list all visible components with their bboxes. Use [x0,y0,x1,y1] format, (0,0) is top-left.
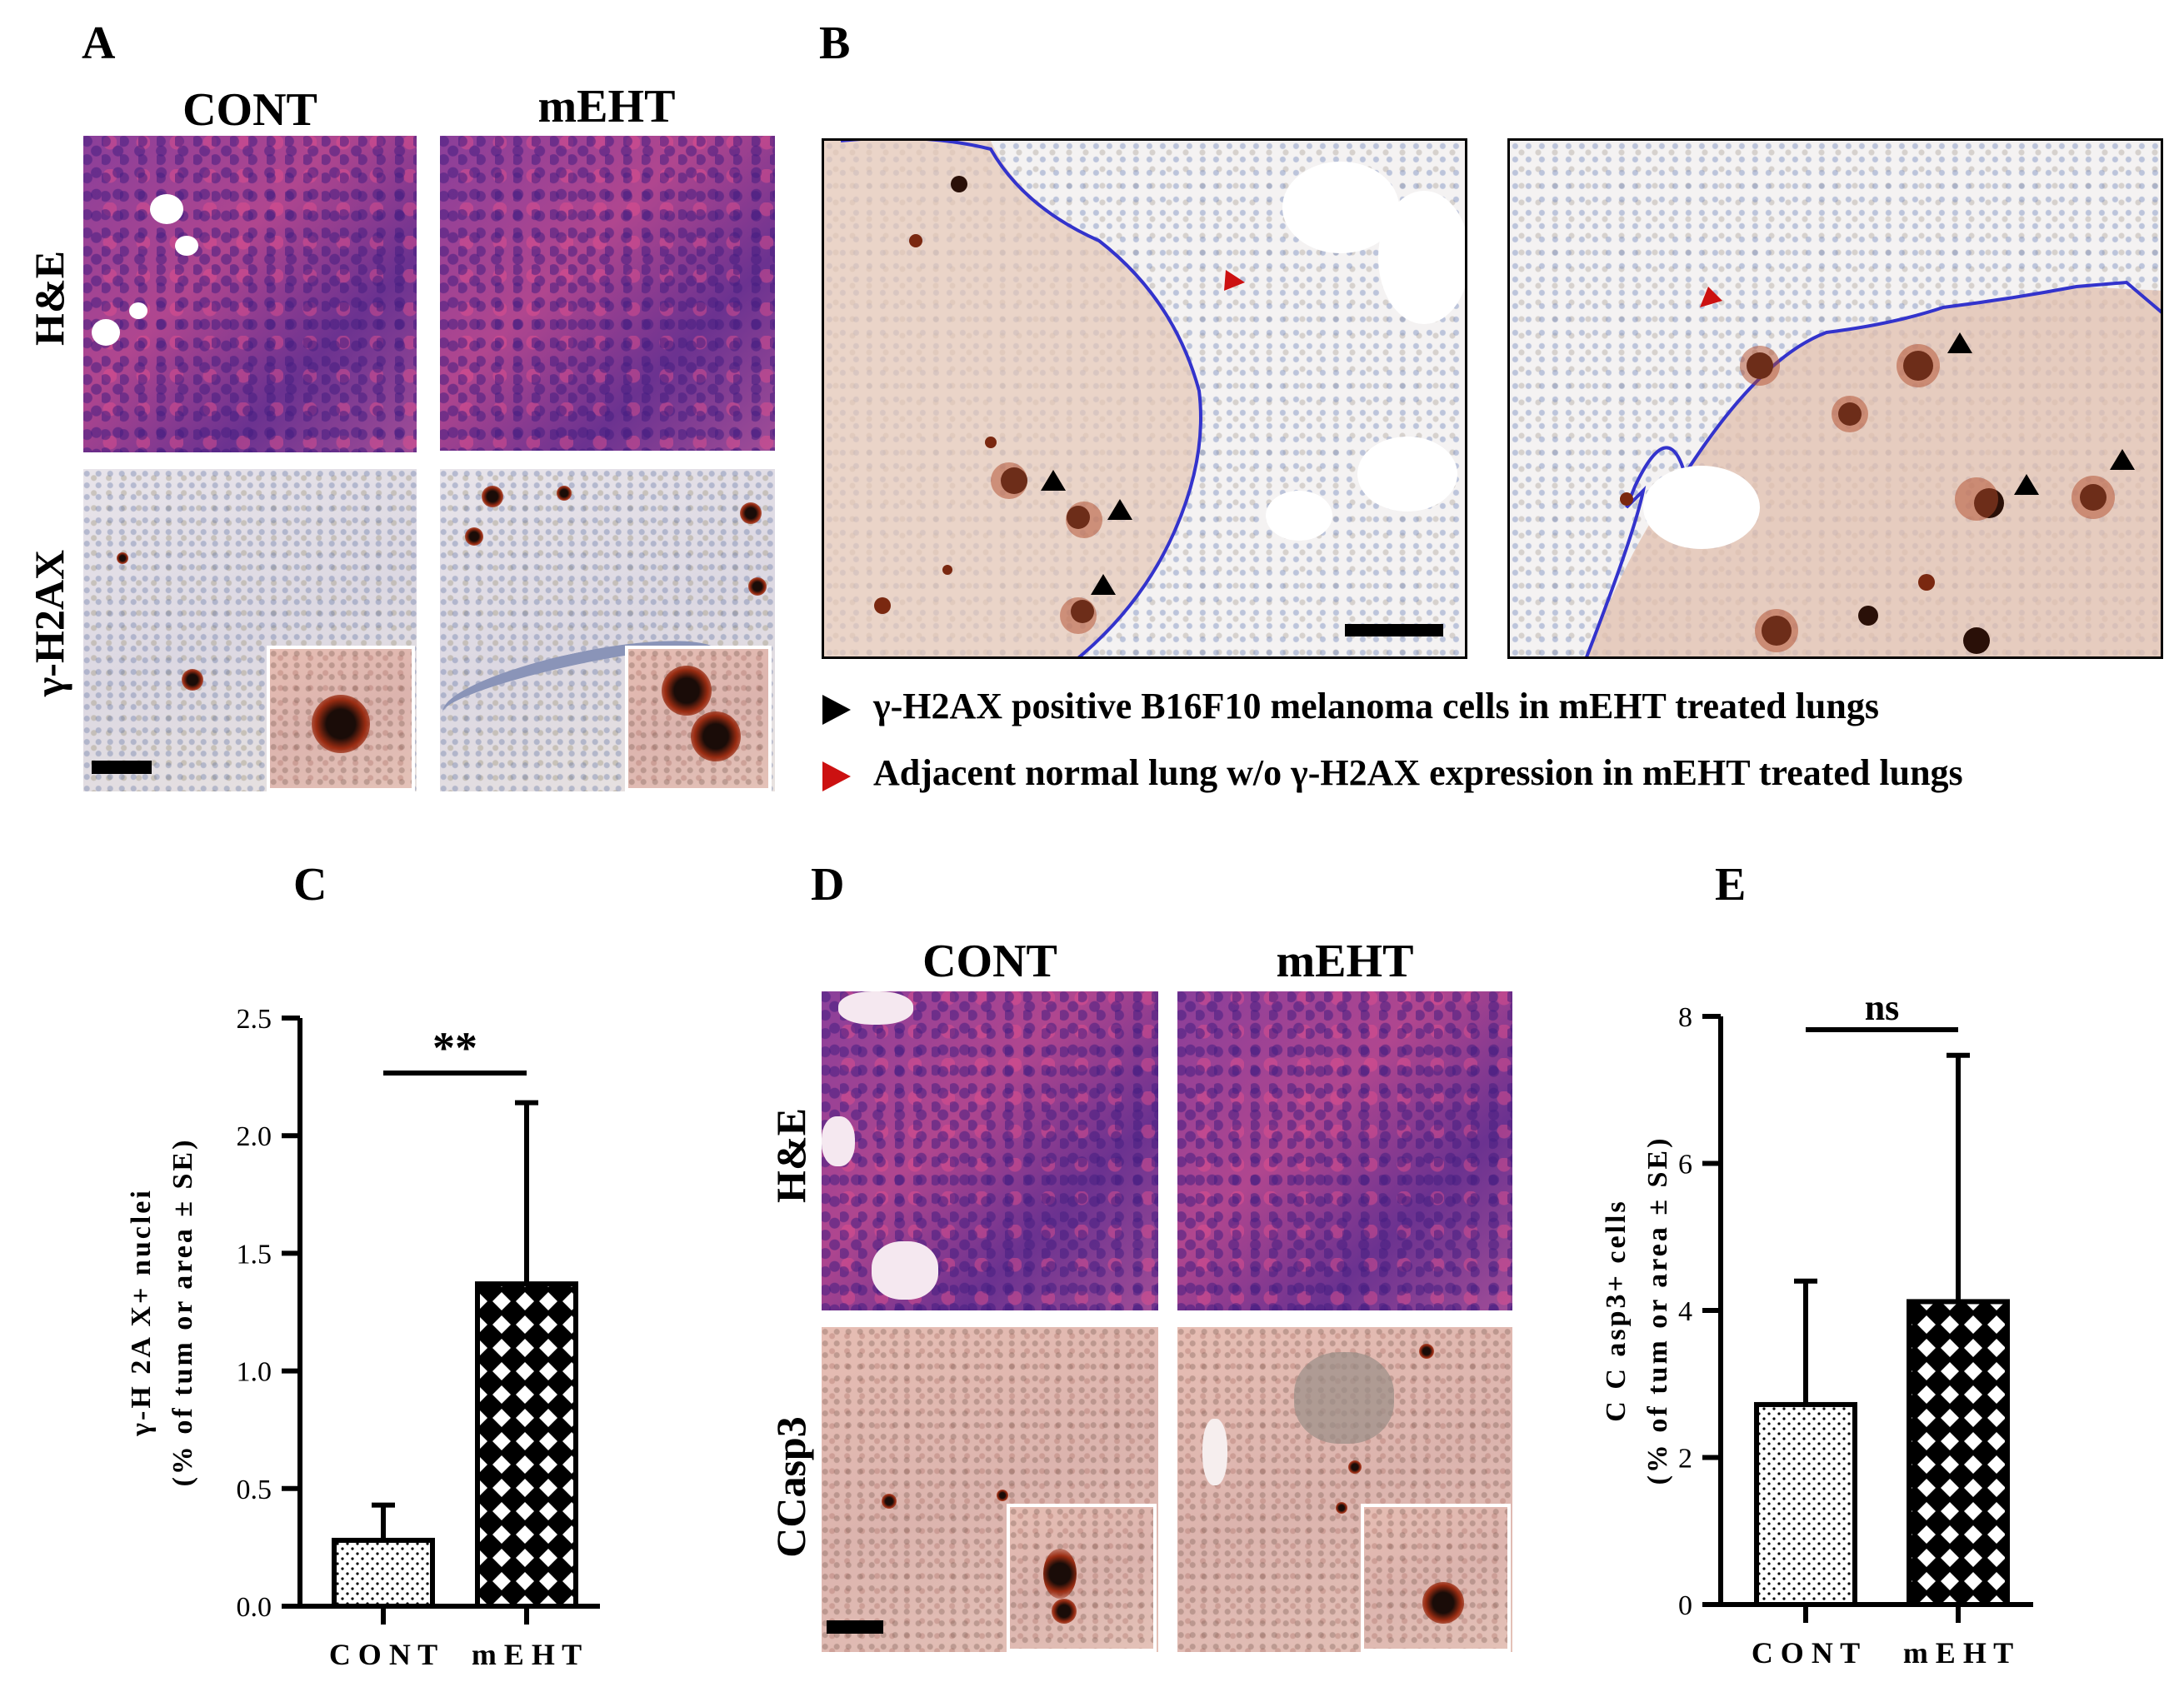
stained-nucleus [482,486,503,507]
stained-cell [1348,1460,1362,1474]
vacuole [175,236,198,256]
vacuole [129,302,147,319]
inset-stained-nucleus [691,711,741,761]
panel-a-col-meht: mEHT [537,81,676,132]
stained-nucleus [748,577,767,596]
alveolar-space [838,991,913,1025]
panel-d-he-meht-image [1177,991,1512,1310]
panel-d-col-meht: mEHT [1276,936,1414,987]
y-tick-label: 8 [1678,1002,1692,1033]
inset-stained-nucleus [662,666,712,716]
x-tick-label: C O N T [1752,1636,1860,1670]
panel-b-left-overlay [824,141,1465,656]
y-tick-label: 1.5 [237,1239,272,1270]
stained-cell [1336,1502,1347,1514]
y-axis-label: (% of tum or area ± SE) [167,1138,198,1487]
tumor-border [841,141,1202,656]
inset-stained-cell [1422,1582,1464,1624]
panel-d-row-he: H&E [767,1108,814,1203]
panel-b-left-image [822,138,1467,659]
panel-c-chart: 0.0 0.5 1.0 1.5 2.0 2.5 γ-H 2A X+ nuclei (% of … [126,1004,600,1671]
inset-stained-nucleus [312,695,370,753]
panel-a-he-cont-image [83,136,417,452]
bar-meht [475,1281,578,1609]
significance-label: ** [432,1023,477,1073]
y-axis-label: γ-H 2A X+ nuclei [126,1188,157,1437]
stained-nucleus [117,552,128,564]
bar-cont [1754,1401,1857,1608]
y-tick-label: 2 [1678,1444,1692,1475]
panel-a-row-he: H&E [26,251,72,346]
panel-a-row-gh2ax: γ-H2AX [26,549,72,697]
blood-cell-cluster [1294,1352,1394,1444]
y-tick-label: 2.0 [237,1121,272,1152]
panel-d-letter: D [811,859,845,911]
y-tick-label: 0 [1678,1590,1692,1621]
panel-a-letter: A [82,17,116,69]
alveolar-space [1202,1419,1227,1485]
panel-c-letter: C [293,859,327,911]
y-tick-label: 6 [1678,1150,1692,1180]
panel-b-letter: B [819,17,851,69]
alveolar-space [872,1241,938,1300]
scale-bar [92,761,152,774]
stained-nucleus [557,486,572,501]
legend-item-1-text: γ-H2AX positive B16F10 melanoma cells in… [873,686,1879,726]
stained-cell [1419,1344,1434,1359]
vacuole [92,319,120,346]
y-tick-label: 4 [1678,1296,1692,1327]
panel-a-gh2ax-meht-image [440,469,775,791]
y-tick-label: 0.5 [237,1475,272,1505]
scale-bar [827,1620,883,1634]
panel-a-cont-inset [267,646,415,791]
x-tick-label: m E H T [472,1638,582,1671]
legend-red-arrow-icon [822,761,851,791]
panel-a-meht-inset [625,646,772,791]
inset-stained-cell [1052,1599,1077,1624]
panel-d-meht-inset [1361,1504,1511,1652]
panel-d-row-ccasp3: CCasp3 [767,1416,814,1558]
y-axis-label: (% of tum or area ± SE) [1642,1136,1673,1485]
stained-nucleus [740,502,762,524]
y-tick-label: 0.0 [237,1592,272,1623]
panel-d-ccasp3-cont-image [822,1327,1158,1652]
panel-a-gh2ax-cont-image [83,469,417,791]
stained-cell [882,1494,897,1509]
stained-nucleus [465,527,483,546]
scale-bar [1345,624,1443,636]
panel-e-letter: E [1715,859,1747,911]
y-tick-label: 1.0 [237,1357,272,1388]
x-tick-label: C O N T [329,1638,437,1671]
x-tick-label: m E H T [1903,1636,2013,1670]
panel-b-right-image [1507,138,2163,659]
y-tick-label: 2.5 [237,1004,272,1035]
panel-d-he-cont-image [822,991,1158,1310]
stained-nucleus [182,669,203,691]
panel-d-cont-inset [1007,1504,1157,1652]
inset-stained-cell [1043,1549,1077,1599]
panel-e-chart: 0 2 4 6 8 C C asp3+ cells (% of tum or area ± … [1601,987,2033,1670]
bar-meht [1907,1299,2010,1607]
panel-a-he-meht-image [440,136,775,451]
legend-item-2-text: Adjacent normal lung w/o γ-H2AX expressi… [873,752,1963,793]
panel-d-col-cont: CONT [922,936,1057,987]
panel-b-right-overlay [1585,280,2161,656]
tumor-border [1585,280,2161,656]
bar-cont [332,1537,435,1609]
panel-a-col-cont: CONT [182,84,317,136]
stained-cell [997,1490,1008,1501]
significance-label: ns [1865,987,1900,1028]
legend-black-arrow-icon [822,695,851,725]
alveolar-space [822,1116,855,1166]
panel-d-ccasp3-meht-image [1177,1327,1512,1652]
vacuole [150,194,183,224]
y-axis-label: C C asp3+ cells [1601,1199,1632,1421]
